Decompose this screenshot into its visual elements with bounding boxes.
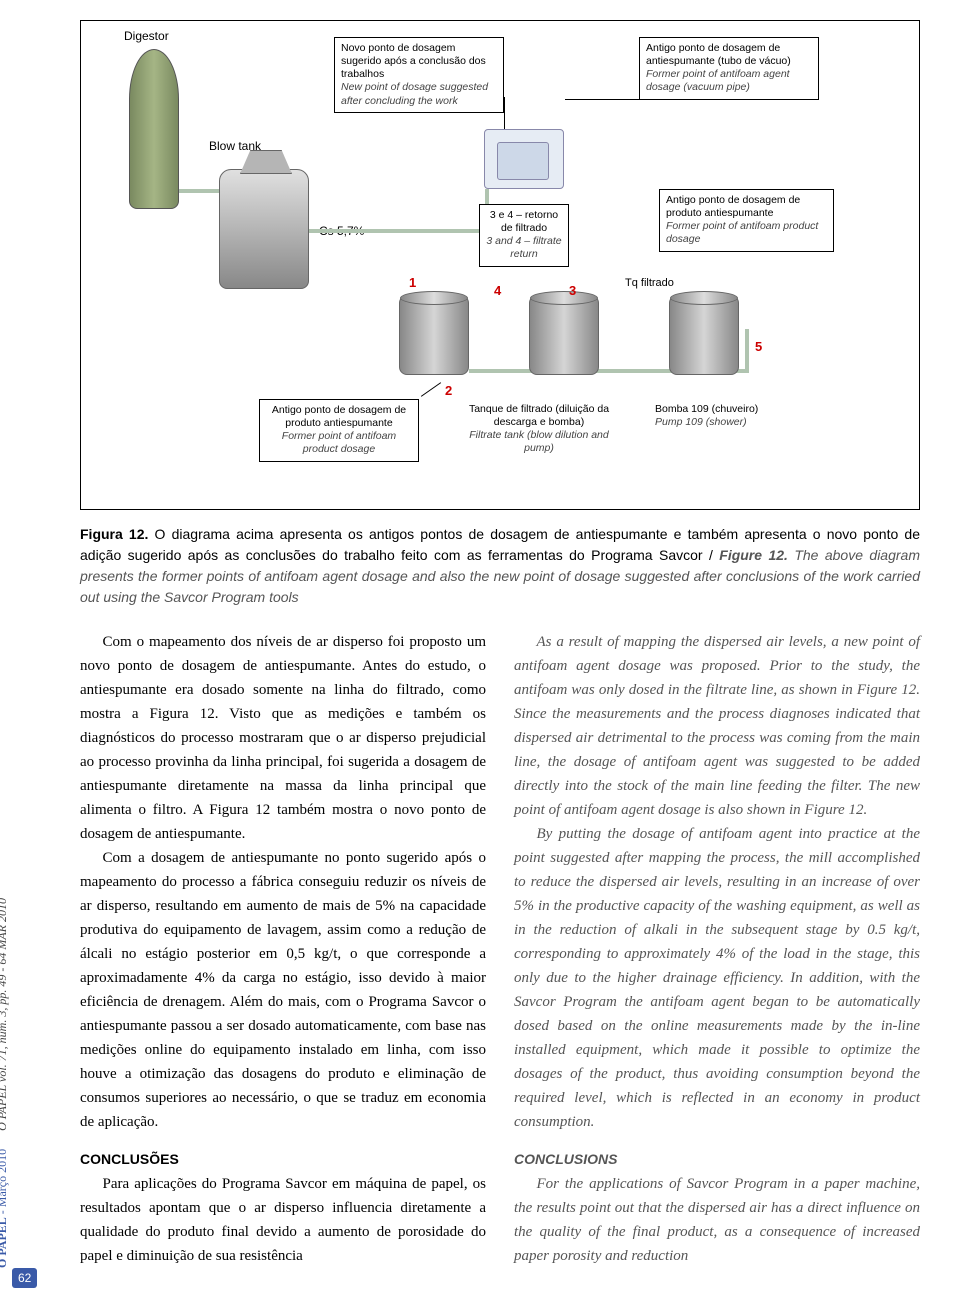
lead-line bbox=[421, 382, 441, 397]
pipe bbox=[745, 329, 749, 373]
caption-label-en: Figure 12. bbox=[719, 547, 788, 563]
box-vacuum-pipe: Antigo ponto de dosagem de antiespumante… bbox=[639, 37, 819, 100]
en-para-1: As a result of mapping the dispersed air… bbox=[514, 630, 920, 822]
body-columns: Com o mapeamento dos níveis de ar disper… bbox=[80, 630, 920, 1268]
side-date: - Março 2010 bbox=[0, 1149, 9, 1217]
box-filtrate-return: 3 e 4 – retorno de filtrado 3 and 4 – fi… bbox=[479, 204, 569, 267]
box-return-pt: 3 e 4 – retorno de filtrado bbox=[490, 209, 558, 234]
box-d-en: Former point of antifoam product dosage bbox=[666, 220, 818, 245]
column-portuguese: Com o mapeamento dos níveis de ar disper… bbox=[80, 630, 486, 1268]
box-f-pt: Tanque de filtrado (diluição da descarga… bbox=[469, 403, 609, 428]
tank-2 bbox=[529, 295, 599, 375]
box-g-en: Pump 109 (shower) bbox=[655, 416, 747, 428]
point-3: 3 bbox=[569, 283, 576, 298]
box-d-pt: Antigo ponto de dosagem de produto antie… bbox=[666, 194, 800, 219]
box-new-point-pt: Novo ponto de dosagem sugerido após a co… bbox=[341, 42, 486, 80]
digestor-shape bbox=[129, 49, 179, 209]
pt-para-2: Com a dosagem de antiespumante no ponto … bbox=[80, 846, 486, 1134]
box-e-en: Former point of antifoam product dosage bbox=[282, 430, 396, 455]
box-vacuum-pt: Antigo ponto de dosagem de antiespumante… bbox=[646, 42, 791, 67]
pt-conclusions-head: CONCLUSÕES bbox=[80, 1148, 486, 1170]
box-filtrate-tank: Tanque de filtrado (diluição da descarga… bbox=[459, 399, 619, 460]
side-citation: O PAPEL - Março 2010 O PAPEL vol. 71, nu… bbox=[0, 898, 10, 1268]
box-e-pt: Antigo ponto de dosagem de produto antie… bbox=[272, 404, 406, 429]
en-para-2: By putting the dosage of antifoam agent … bbox=[514, 822, 920, 1134]
caption-label-pt: Figura 12. bbox=[80, 526, 148, 542]
diagram-canvas: Digestor Blow tank Cs 5,7% Tq filtrado 1… bbox=[89, 29, 911, 501]
box-former-dosage-right: Antigo ponto de dosagem de produto antie… bbox=[659, 189, 834, 252]
side-cite: O PAPEL vol. 71, num. 3, pp. 49 - 64 MAR… bbox=[0, 898, 9, 1131]
digestor-label: Digestor bbox=[124, 29, 169, 43]
box-g-pt: Bomba 109 (chuveiro) bbox=[655, 403, 758, 415]
en-para-3: For the applications of Savcor Program i… bbox=[514, 1172, 920, 1268]
point-1: 1 bbox=[409, 275, 416, 290]
pt-para-3: Para aplicações do Programa Savcor em má… bbox=[80, 1172, 486, 1268]
box-new-point: Novo ponto de dosagem sugerido após a co… bbox=[334, 37, 504, 113]
box-former-dosage-left: Antigo ponto de dosagem de produto antie… bbox=[259, 399, 419, 462]
box-f-en: Filtrate tank (blow dilution and pump) bbox=[469, 429, 609, 454]
point-4: 4 bbox=[494, 283, 501, 298]
page-number: 62 bbox=[12, 1268, 37, 1288]
point-5: 5 bbox=[755, 339, 762, 354]
blowtank-shape bbox=[219, 169, 309, 289]
figure-caption: Figura 12. O diagrama acima apresenta os… bbox=[80, 524, 920, 608]
column-english: As a result of mapping the dispersed air… bbox=[514, 630, 920, 1268]
point-2: 2 bbox=[445, 383, 452, 398]
box-vacuum-en: Former point of antifoam agent dosage (v… bbox=[646, 68, 790, 93]
tank-1 bbox=[399, 295, 469, 375]
tank-3 bbox=[669, 295, 739, 375]
lead-line bbox=[504, 97, 505, 129]
filter-machine bbox=[484, 129, 564, 189]
box-pump-109: Bomba 109 (chuveiro) Pump 109 (shower) bbox=[649, 399, 779, 433]
figure-12-diagram: Digestor Blow tank Cs 5,7% Tq filtrado 1… bbox=[80, 20, 920, 510]
pipe bbox=[309, 229, 489, 233]
tq-filtrado-label: Tq filtrado bbox=[625, 277, 674, 289]
box-return-en: 3 and 4 – filtrate return bbox=[486, 235, 561, 260]
lead-line bbox=[565, 99, 639, 100]
box-new-point-en: New point of dosage suggested after conc… bbox=[341, 81, 488, 106]
pipe bbox=[179, 189, 219, 193]
pt-para-1: Com o mapeamento dos níveis de ar disper… bbox=[80, 630, 486, 846]
en-conclusions-head: CONCLUSIONS bbox=[514, 1148, 920, 1170]
side-journal: O PAPEL bbox=[0, 1218, 9, 1269]
